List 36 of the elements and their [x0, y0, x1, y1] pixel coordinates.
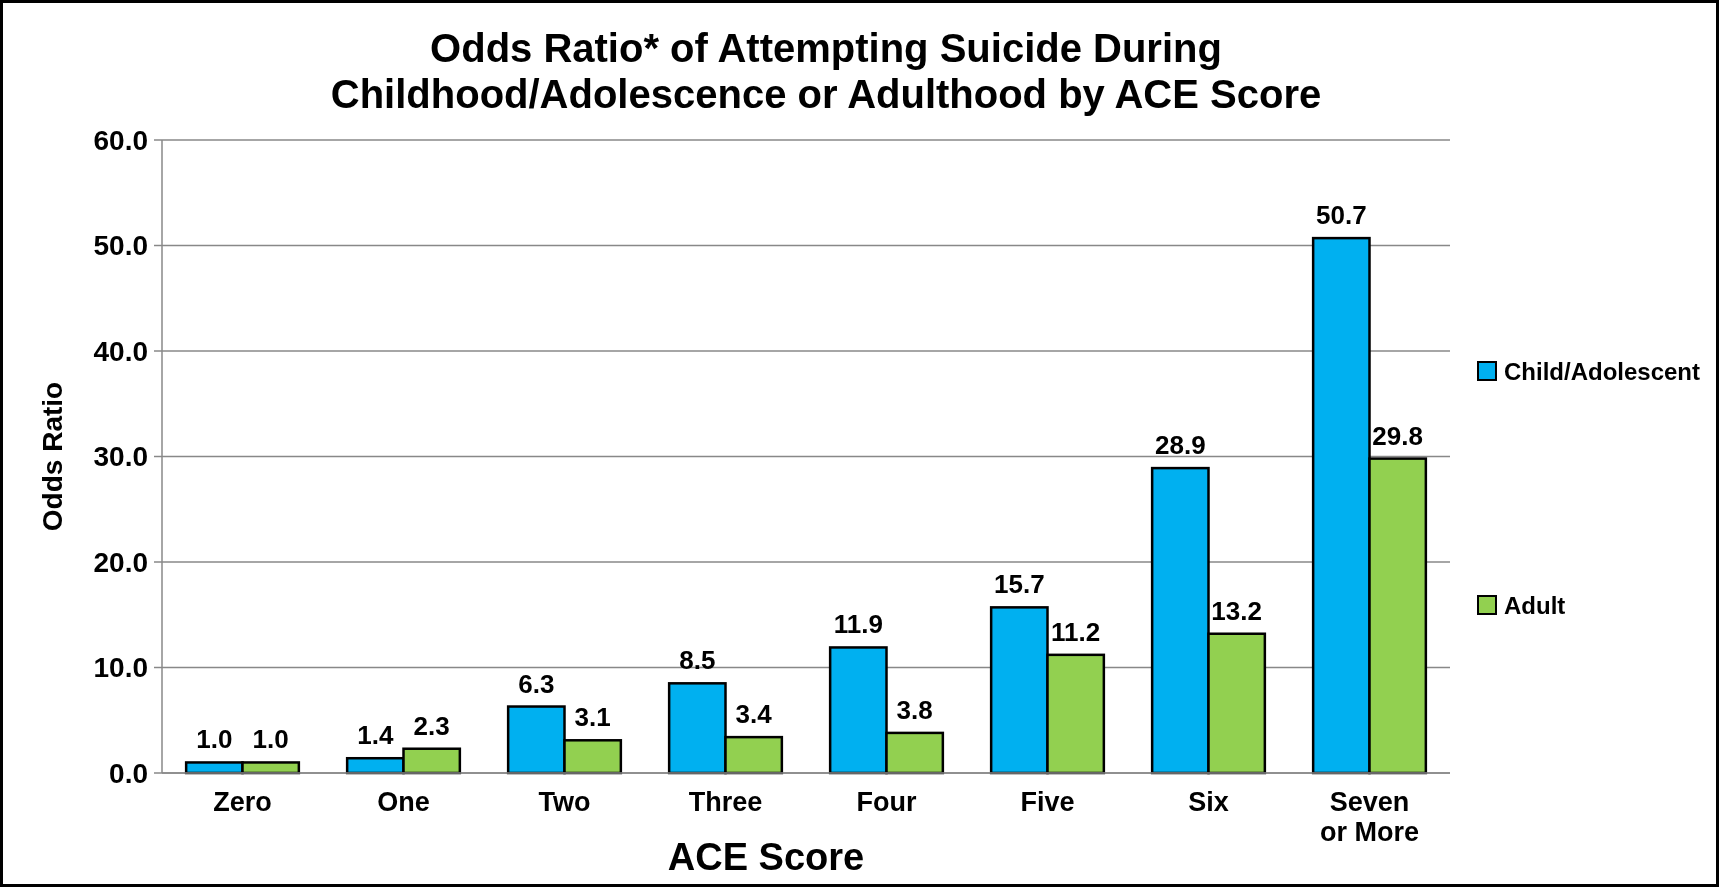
x-tick-label: Four: [856, 787, 917, 817]
y-tick-label: 40.0: [93, 335, 148, 367]
data-label: 11.2: [1051, 616, 1101, 647]
x-tick-label: Two: [538, 787, 591, 817]
y-tick-label: 30.0: [93, 441, 148, 473]
x-tick-label: Seven or More: [1319, 787, 1420, 847]
x-tick-label: One: [377, 787, 430, 817]
x-tick-label: Five: [1020, 787, 1075, 817]
data-label: 3.8: [896, 694, 933, 725]
data-label: 11.9: [833, 609, 883, 640]
legend-label: Child/Adolescent: [1504, 358, 1701, 386]
data-label: 1.0: [196, 724, 233, 755]
data-label: 1.4: [357, 720, 394, 751]
y-tick-label: 10.0: [93, 652, 148, 684]
legend-label: Adult: [1504, 592, 1566, 620]
x-tick-label: Six: [1188, 787, 1229, 817]
data-label: 6.3: [518, 668, 555, 699]
data-label: 3.4: [735, 699, 773, 730]
x-axis-title: ACE Score: [667, 836, 865, 878]
y-axis-title: Odds Ratio: [37, 381, 68, 532]
x-tick-label: Zero: [213, 787, 272, 817]
y-tick-label: 0.0: [109, 757, 148, 789]
data-label: 15.7: [994, 569, 1045, 600]
data-label: 50.7: [1316, 200, 1367, 231]
y-tick-label: 20.0: [93, 546, 148, 578]
chart-title: Odds Ratio* of Attempting Suicide During Childhood/Adolescence or Adulthood by ACE Score: [330, 26, 1322, 116]
data-label: 13.2: [1211, 595, 1262, 626]
data-label: 1.0: [252, 724, 289, 755]
data-label: 2.3: [413, 710, 450, 741]
y-tick-label: 60.0: [93, 124, 148, 156]
data-label: 28.9: [1155, 430, 1206, 461]
data-label: 3.1: [574, 702, 611, 733]
y-tick-label: 50.0: [93, 230, 148, 262]
data-label: 8.5: [679, 645, 716, 676]
data-label: 29.8: [1372, 420, 1423, 451]
x-tick-label: Three: [688, 787, 763, 817]
